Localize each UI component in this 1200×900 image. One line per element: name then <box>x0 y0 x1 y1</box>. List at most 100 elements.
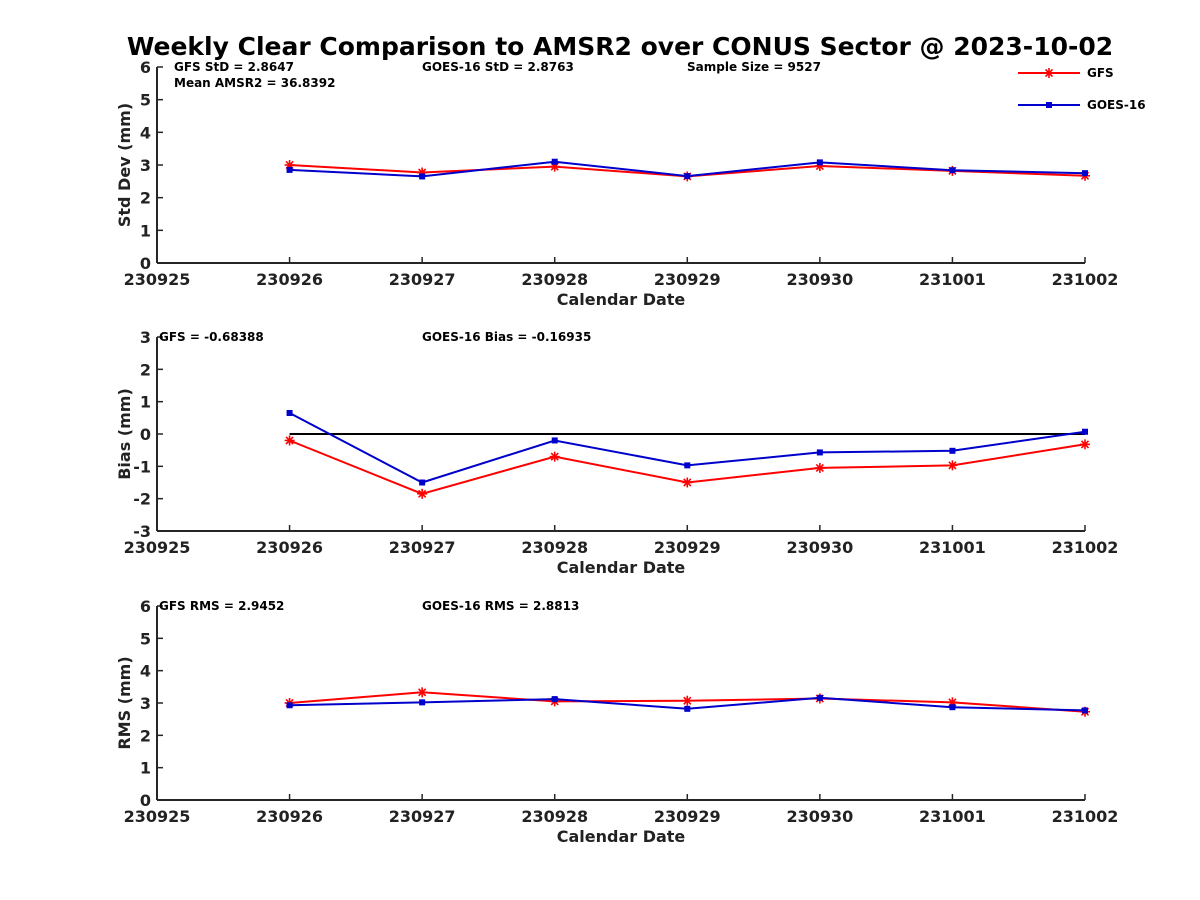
data-point-goes <box>286 166 293 173</box>
y-tick-label: 2 <box>140 189 151 208</box>
series-gfs <box>284 435 1090 499</box>
annotation-sample: Sample Size = 9527 <box>687 60 821 74</box>
panel-stddev: 0 1 2 3 4 5 6 230925 230926 230927 230928 230929 230… <box>115 58 1118 309</box>
x-tick-label: 230928 <box>521 807 588 826</box>
x-tick-label: 231001 <box>919 538 986 557</box>
y-tick-label: 4 <box>140 662 151 681</box>
x-tick-label: 230927 <box>389 538 456 557</box>
x-axis-label: Calendar Date <box>557 558 686 577</box>
x-tick-label: 231001 <box>919 270 986 289</box>
data-point-gfs <box>284 435 295 446</box>
series-goes <box>286 158 1088 180</box>
data-point-gfs <box>814 462 825 473</box>
x-tick-label: 230928 <box>521 270 588 289</box>
data-point-goes <box>816 694 823 701</box>
data-point-goes <box>949 704 956 711</box>
data-point-gfs <box>947 460 958 471</box>
x-tick-label: 230927 <box>389 807 456 826</box>
y-tick-label: 0 <box>140 254 151 273</box>
data-point-goes <box>816 159 823 166</box>
y-tick-label: 1 <box>140 393 151 412</box>
y-axis-label: Std Dev (mm) <box>115 103 134 227</box>
legend-marker-gfs <box>1044 68 1054 78</box>
x-tick-label: 230925 <box>124 538 191 557</box>
y-tick-label: 3 <box>140 694 151 713</box>
y-tick-label: 6 <box>140 597 151 616</box>
legend-item-gfs: GFS <box>1018 66 1114 80</box>
y-tick-label: -1 <box>133 457 151 476</box>
y-tick-label: 6 <box>140 58 151 77</box>
y-tick-label: -2 <box>133 490 151 509</box>
x-tick-label: 230930 <box>786 270 853 289</box>
annotation-goes: GOES-16 StD = 2.8763 <box>422 60 574 74</box>
data-point-gfs <box>417 687 428 698</box>
data-point-gfs <box>417 488 428 499</box>
x-tick-label: 230929 <box>654 270 721 289</box>
x-tick-label: 231002 <box>1052 807 1119 826</box>
data-point-goes <box>1082 170 1088 177</box>
x-axis-label: Calendar Date <box>557 827 686 846</box>
data-point-goes <box>551 696 558 703</box>
y-axis-label: RMS (mm) <box>115 656 134 749</box>
x-tick-label: 231002 <box>1052 538 1119 557</box>
x-axis-label: Calendar Date <box>557 290 686 309</box>
y-tick-label: 3 <box>140 156 151 175</box>
data-point-gfs <box>549 451 560 462</box>
legend-label-gfs: GFS <box>1087 66 1114 80</box>
y-tick-label: 4 <box>140 123 151 142</box>
annotation-gfs: GFS StD = 2.8647 <box>174 60 294 74</box>
data-point-goes <box>551 437 558 444</box>
x-tick-label: 230927 <box>389 270 456 289</box>
x-tick-label: 230928 <box>521 538 588 557</box>
x-tick-label: 231002 <box>1052 270 1119 289</box>
y-tick-label: 2 <box>140 360 151 379</box>
data-point-goes <box>949 447 956 454</box>
legend: GFS GOES-16 <box>1018 66 1146 112</box>
data-point-goes <box>1082 428 1088 435</box>
y-tick-label: 0 <box>140 791 151 810</box>
data-point-goes <box>286 702 293 709</box>
y-tick-label: 5 <box>140 91 151 110</box>
x-tick-label: 230930 <box>786 807 853 826</box>
data-point-goes <box>816 449 823 456</box>
legend-marker-goes <box>1046 102 1052 108</box>
panel-rms: 0 1 2 3 4 5 6 230925 230926 230927 230928 230929 230… <box>115 597 1118 846</box>
y-tick-label: 5 <box>140 629 151 648</box>
x-tick-label: 230925 <box>124 807 191 826</box>
legend-item-goes: GOES-16 <box>1018 98 1146 112</box>
y-tick-label: 0 <box>140 425 151 444</box>
data-point-goes <box>684 705 691 712</box>
y-tick-label: 1 <box>140 759 151 778</box>
data-point-goes <box>419 699 426 706</box>
panel-bias: -3 -2 -1 0 1 2 3 230925 230926 230927 230928 230929… <box>115 328 1118 577</box>
x-tick-label: 230929 <box>654 807 721 826</box>
legend-label-goes: GOES-16 <box>1087 98 1146 112</box>
data-point-goes <box>1082 707 1088 714</box>
annotation-goes: GOES-16 RMS = 2.8813 <box>422 599 579 613</box>
data-point-gfs <box>1080 439 1090 450</box>
x-tick-label: 230926 <box>256 270 323 289</box>
data-point-gfs <box>682 695 693 706</box>
y-tick-label: -3 <box>133 522 151 541</box>
data-point-goes <box>286 409 293 416</box>
series-goes <box>286 694 1088 714</box>
annotation-gfs: GFS RMS = 2.9452 <box>159 599 284 613</box>
y-tick-label: 3 <box>140 328 151 347</box>
annotation-mean: Mean AMSR2 = 36.8392 <box>174 76 335 90</box>
x-tick-label: 230926 <box>256 538 323 557</box>
annotation-gfs: GFS = -0.68388 <box>159 330 264 344</box>
data-point-goes <box>551 158 558 165</box>
x-tick-label: 230930 <box>786 538 853 557</box>
data-point-goes <box>684 173 691 180</box>
chart-title: Weekly Clear Comparison to AMSR2 over CO… <box>127 32 1113 61</box>
data-point-goes <box>419 479 426 486</box>
y-tick-label: 1 <box>140 221 151 240</box>
series-line-goes <box>289 412 1086 484</box>
y-axis-label: Bias (mm) <box>115 388 134 480</box>
x-tick-label: 231001 <box>919 807 986 826</box>
x-tick-label: 230929 <box>654 538 721 557</box>
y-tick-label: 2 <box>140 726 151 745</box>
series-goes <box>286 409 1088 486</box>
